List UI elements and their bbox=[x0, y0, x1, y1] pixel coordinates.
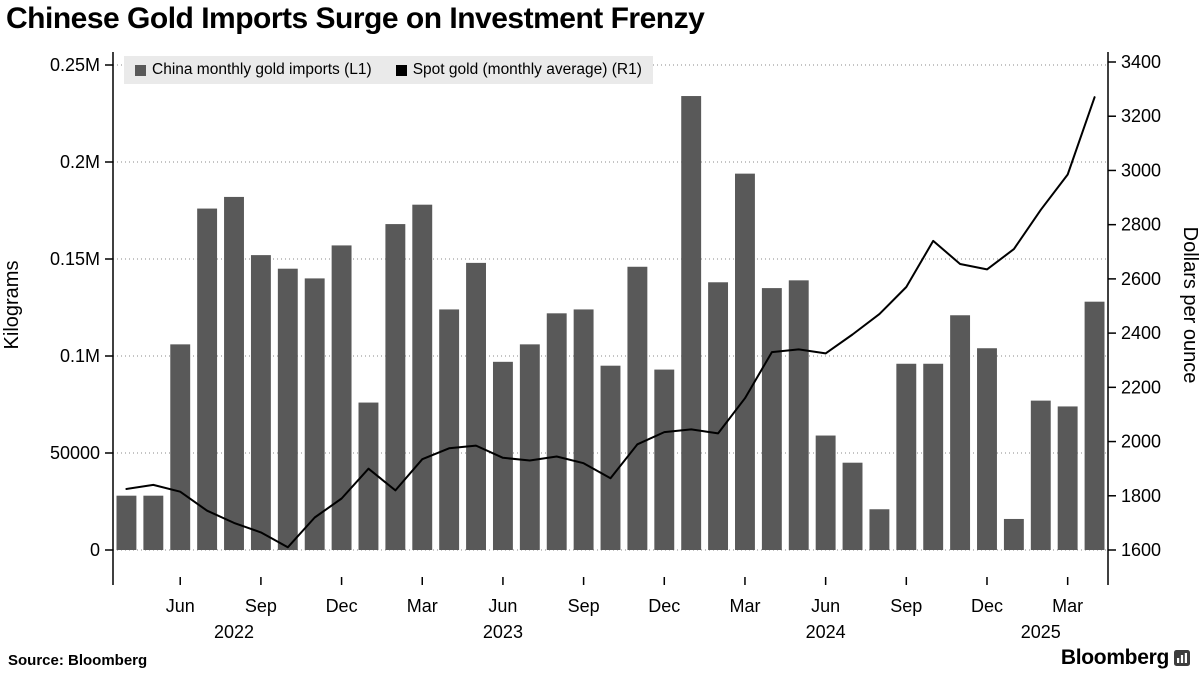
bar bbox=[573, 309, 594, 550]
bar bbox=[708, 282, 729, 550]
svg-text:Dec: Dec bbox=[971, 596, 1003, 616]
svg-text:1800: 1800 bbox=[1121, 486, 1161, 506]
bar bbox=[1084, 301, 1105, 550]
bar bbox=[896, 363, 917, 550]
bar bbox=[331, 245, 352, 551]
axes bbox=[105, 52, 1116, 585]
legend-item-imports: China monthly gold imports (L1) bbox=[135, 61, 372, 79]
svg-text:2024: 2024 bbox=[806, 622, 846, 642]
imports-bars bbox=[116, 96, 1105, 551]
svg-text:50000: 50000 bbox=[50, 443, 100, 463]
svg-text:3000: 3000 bbox=[1121, 160, 1161, 180]
bloomberg-logo-text: Bloomberg bbox=[1060, 646, 1169, 669]
svg-text:Jun: Jun bbox=[166, 596, 195, 616]
bar bbox=[735, 173, 755, 550]
svg-text:0.2M: 0.2M bbox=[60, 152, 100, 172]
bar bbox=[600, 365, 621, 550]
bar bbox=[815, 435, 836, 550]
svg-text:0: 0 bbox=[90, 540, 100, 560]
spot-gold-line bbox=[125, 96, 1096, 549]
bloomberg-chart-icon bbox=[1174, 650, 1190, 666]
bar bbox=[250, 255, 271, 550]
bar bbox=[519, 344, 540, 550]
bar bbox=[627, 266, 648, 550]
svg-text:3200: 3200 bbox=[1121, 106, 1161, 126]
bar bbox=[439, 309, 460, 550]
bar bbox=[950, 315, 971, 550]
right-axis-title: Dollars per ounce bbox=[1179, 227, 1200, 384]
svg-text:Mar: Mar bbox=[1052, 596, 1083, 616]
svg-text:2025: 2025 bbox=[1021, 622, 1061, 642]
svg-text:0.25M: 0.25M bbox=[50, 55, 100, 75]
svg-text:Mar: Mar bbox=[729, 596, 760, 616]
bar bbox=[654, 369, 675, 550]
svg-text:2600: 2600 bbox=[1121, 269, 1161, 289]
bar bbox=[869, 509, 890, 550]
svg-text:1600: 1600 bbox=[1121, 540, 1161, 560]
svg-text:2023: 2023 bbox=[483, 622, 523, 642]
svg-text:Jun: Jun bbox=[488, 596, 517, 616]
svg-text:2800: 2800 bbox=[1121, 215, 1161, 235]
bar bbox=[492, 361, 513, 550]
svg-text:0.15M: 0.15M bbox=[50, 249, 100, 269]
bar bbox=[143, 495, 164, 550]
chart-title: Chinese Gold Imports Surge on Investment… bbox=[6, 2, 705, 35]
bloomberg-logo: Bloomberg bbox=[1061, 646, 1190, 670]
svg-text:2000: 2000 bbox=[1121, 432, 1161, 452]
bar bbox=[681, 96, 702, 550]
svg-text:Sep: Sep bbox=[568, 596, 600, 616]
left-axis-title: Kilograms bbox=[1, 261, 23, 350]
bar bbox=[977, 348, 997, 550]
bar bbox=[116, 495, 137, 550]
bar bbox=[466, 262, 486, 550]
legend-item-spot-gold-label: Spot gold (monthly average) (R1) bbox=[412, 61, 642, 78]
svg-text:Sep: Sep bbox=[245, 596, 277, 616]
svg-text:Dec: Dec bbox=[326, 596, 358, 616]
bar bbox=[1057, 406, 1078, 550]
imports-series-swatch bbox=[135, 64, 146, 76]
bar bbox=[412, 204, 433, 550]
bar bbox=[170, 344, 191, 550]
svg-text:2022: 2022 bbox=[214, 622, 254, 642]
bar bbox=[197, 208, 218, 550]
bar bbox=[1003, 518, 1024, 550]
bar bbox=[788, 280, 809, 550]
bar bbox=[304, 278, 325, 550]
source-label: Source: Bloomberg bbox=[8, 652, 148, 669]
bar bbox=[761, 288, 782, 550]
bar bbox=[224, 196, 244, 551]
legend-item-spot-gold: Spot gold (monthly average) (R1) bbox=[395, 61, 642, 79]
bar bbox=[842, 462, 863, 550]
bar bbox=[923, 363, 944, 550]
svg-text:Jun: Jun bbox=[811, 596, 840, 616]
svg-text:2400: 2400 bbox=[1121, 323, 1161, 343]
svg-text:Sep: Sep bbox=[890, 596, 922, 616]
svg-text:0.1M: 0.1M bbox=[60, 346, 100, 366]
bar bbox=[1030, 400, 1051, 550]
bar bbox=[358, 402, 379, 550]
bar bbox=[385, 224, 406, 550]
svg-text:2200: 2200 bbox=[1121, 377, 1161, 397]
spot-gold-series-swatch bbox=[395, 64, 407, 76]
bar bbox=[546, 313, 567, 550]
svg-text:3400: 3400 bbox=[1121, 52, 1161, 72]
chart-legend: China monthly gold imports (L1) Spot gol… bbox=[124, 56, 653, 84]
svg-text:Mar: Mar bbox=[407, 596, 438, 616]
bar bbox=[277, 268, 298, 550]
axis-tick-labels: 0 50000 0.1M 0.15M 0.2M 0.25M 1600 1800 2000 2200… bbox=[50, 52, 1161, 642]
svg-text:Dec: Dec bbox=[648, 596, 680, 616]
legend-item-imports-label: China monthly gold imports (L1) bbox=[152, 61, 372, 78]
